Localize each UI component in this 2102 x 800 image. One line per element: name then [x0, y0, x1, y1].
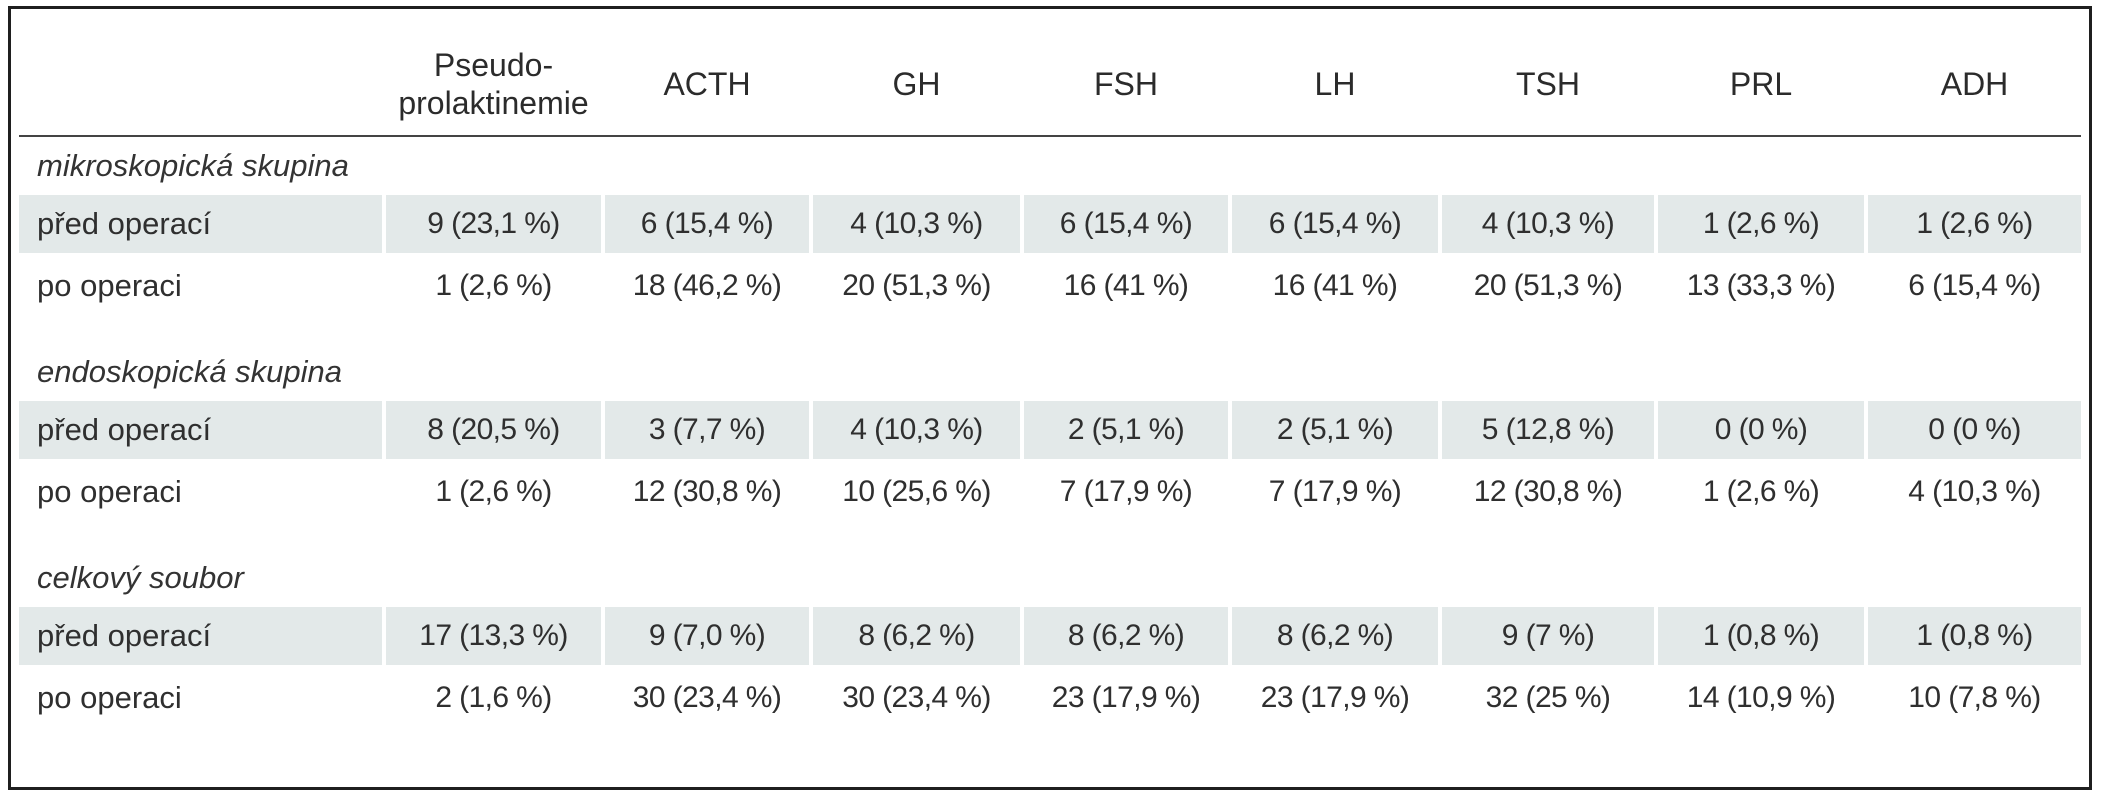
data-table: Pseudo-prolaktinemie ACTH GH FSH LH TSH … [19, 33, 2081, 727]
table-cell: 8 (6,2 %) [1024, 607, 1228, 665]
table-cell: 9 (23,1 %) [386, 195, 601, 253]
table-cell: 0 (0 %) [1868, 401, 2081, 459]
table-cell: 1 (0,8 %) [1658, 607, 1864, 665]
table-cell: 14 (10,9 %) [1686, 681, 1836, 714]
table-cell: 1 (0,8 %) [1868, 607, 2081, 665]
table-cell: 9 (7 %) [1442, 607, 1654, 665]
table-cell: 7 (17,9 %) [1268, 475, 1402, 508]
row-label: po operaci [37, 268, 182, 303]
table-cell: 4 (10,3 %) [1908, 475, 2041, 508]
table-cell: 13 (33,3 %) [1686, 269, 1836, 302]
table-cell: 10 (25,6 %) [842, 475, 991, 508]
table-cell: 18 (46,2 %) [632, 269, 782, 302]
column-header-empty [19, 33, 382, 135]
table-cell: 1 (2,6 %) [1658, 195, 1864, 253]
column-header-lh: LH [1314, 66, 1356, 102]
row-label: před operací [19, 607, 382, 665]
table-cell: 23 (17,9 %) [1051, 681, 1201, 714]
table-cell: 1 (2,6 %) [435, 475, 552, 508]
column-header-tsh: TSH [1516, 66, 1580, 102]
table-cell: 5 (12,8 %) [1442, 401, 1654, 459]
table-cell: 23 (17,9 %) [1260, 681, 1410, 714]
table-cell: 32 (25 %) [1485, 681, 1611, 714]
table-cell: 2 (1,6 %) [435, 681, 552, 714]
table-cell: 30 (23,4 %) [632, 681, 782, 714]
table-cell: 6 (15,4 %) [1232, 195, 1438, 253]
group-label: mikroskopická skupina [37, 148, 349, 183]
table-cell: 2 (5,1 %) [1024, 401, 1228, 459]
group-label: endoskopická skupina [37, 354, 343, 389]
table-cell: 6 (15,4 %) [1024, 195, 1228, 253]
table-cell: 16 (41 %) [1272, 269, 1398, 302]
row-label: před operací [19, 195, 382, 253]
table-cell: 10 (7,8 %) [1908, 681, 2041, 714]
table-cell: 20 (51,3 %) [842, 269, 991, 302]
table-cell: 9 (7,0 %) [605, 607, 809, 665]
table-cell: 1 (2,6 %) [1868, 195, 2081, 253]
table-cell: 7 (17,9 %) [1059, 475, 1193, 508]
table-cell: 20 (51,3 %) [1473, 269, 1623, 302]
table-cell: 1 (2,6 %) [1702, 475, 1820, 508]
table-frame [8, 6, 2092, 790]
group-label: celkový soubor [37, 560, 244, 595]
table-cell: 3 (7,7 %) [605, 401, 809, 459]
table-cell: 12 (30,8 %) [632, 475, 782, 508]
table-cell: 17 (13,3 %) [386, 607, 601, 665]
table-cell: 8 (6,2 %) [813, 607, 1020, 665]
table-cell: 8 (20,5 %) [386, 401, 601, 459]
column-header-gh: GH [892, 66, 941, 102]
row-label: po operaci [37, 474, 182, 509]
table-cell: 4 (10,3 %) [1442, 195, 1654, 253]
table-cell: 2 (5,1 %) [1232, 401, 1438, 459]
table-cell: 12 (30,8 %) [1473, 475, 1623, 508]
table-cell: 4 (10,3 %) [813, 195, 1020, 253]
column-header-prl: PRL [1729, 66, 1793, 102]
column-header-fsh: FSH [1094, 66, 1158, 102]
column-header-adh: ADH [1940, 66, 2009, 102]
header-divider [19, 135, 2081, 137]
table-cell: 6 (15,4 %) [605, 195, 809, 253]
column-header-label: Pseudo-prolaktinemie [398, 47, 589, 121]
column-header-acth: ACTH [663, 66, 751, 102]
row-label: před operací [19, 401, 382, 459]
table-cell: 0 (0 %) [1658, 401, 1864, 459]
column-header-pseudoprolaktinemie: Pseudo-prolaktinemie [386, 33, 601, 135]
table-cell: 30 (23,4 %) [842, 681, 991, 714]
table-cell: 1 (2,6 %) [435, 269, 552, 302]
table-cell: 6 (15,4 %) [1908, 269, 2041, 302]
table-cell: 8 (6,2 %) [1232, 607, 1438, 665]
table-cell: 4 (10,3 %) [813, 401, 1020, 459]
row-label: po operaci [37, 680, 182, 715]
table-cell: 16 (41 %) [1063, 269, 1189, 302]
